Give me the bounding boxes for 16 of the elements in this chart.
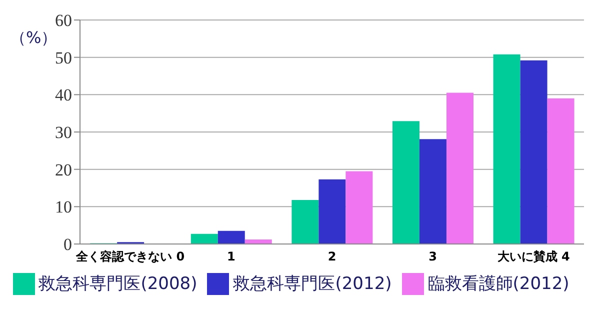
x-tick-label: 全く容認できない 0 xyxy=(75,250,185,264)
legend-label: 臨救看護師(2012) xyxy=(428,274,570,294)
y-tick-label: 30 xyxy=(55,123,72,142)
y-axis-title: （%） xyxy=(10,28,58,49)
legend-label: 救急科専門医(2008) xyxy=(38,274,198,294)
legend-label: 救急科専門医(2012) xyxy=(233,274,392,294)
y-tick-label: 40 xyxy=(55,86,72,105)
x-tick-label: 3 xyxy=(428,250,437,264)
x-tick-label: 2 xyxy=(328,250,336,264)
y-tick-label: 20 xyxy=(55,160,72,180)
x-tick-label: 1 xyxy=(227,250,236,264)
y-tick-label: 0 xyxy=(64,235,72,254)
y-tick-label: 10 xyxy=(55,198,72,217)
y-tick-label: 50 xyxy=(55,48,72,68)
y-tick-label: 60 xyxy=(55,11,72,30)
x-tick-label: 大いに賛成 4 xyxy=(497,250,570,264)
